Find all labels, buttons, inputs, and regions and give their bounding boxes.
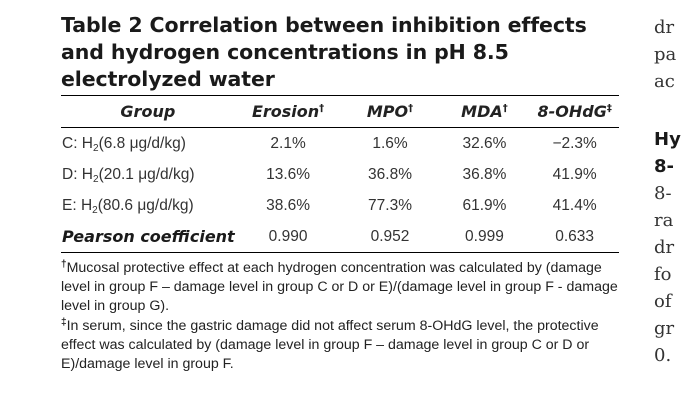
header-erosion: Erosion† xyxy=(251,102,325,121)
erosion-cell: 38.6% xyxy=(266,196,311,214)
ohdg-cell: 41.9% xyxy=(552,165,597,183)
mda-cell: 0.999 xyxy=(465,227,504,245)
ohdg-cell: 41.4% xyxy=(552,196,597,214)
body-line: dr xyxy=(654,237,675,258)
table-row: E: H2(80.6 μg/d/kg) 38.6% 77.3% 61.9% 41… xyxy=(61,190,619,221)
group-cell: D: H2(20.1 μg/d/kg) xyxy=(62,165,195,185)
body-line: fo xyxy=(654,264,672,285)
erosion-cell: 0.990 xyxy=(268,227,308,245)
header-group: Group xyxy=(120,102,176,121)
erosion-cell: 2.1% xyxy=(270,134,306,152)
body-line: pa xyxy=(654,44,677,65)
ohdg-cell: 0.633 xyxy=(555,227,595,245)
body-line: 0. xyxy=(654,345,672,366)
body-line: ra xyxy=(654,210,674,231)
section-heading-line: 8- xyxy=(654,156,674,177)
body-line: gr xyxy=(654,318,675,339)
mpo-cell: 36.8% xyxy=(368,165,412,183)
section-heading-line: Hy xyxy=(654,129,681,150)
table-caption: Table 2 Correlation between inhibition e… xyxy=(61,13,587,91)
dagger-mark: † xyxy=(319,103,325,114)
table-footnotes: †Mucosal protective effect at each hydro… xyxy=(61,259,619,374)
pearson-row: Pearson coefficient 0.990 0.952 0.999 0.… xyxy=(61,221,619,253)
body-line: dr xyxy=(654,17,675,38)
table-row: D: H2(20.1 μg/d/kg) 13.6% 36.8% 36.8% 41… xyxy=(61,159,619,190)
mpo-cell: 1.6% xyxy=(372,134,408,152)
mda-cell: 32.6% xyxy=(462,134,507,152)
double-dagger-mark: ‡ xyxy=(606,103,612,114)
header-mda: MDA† xyxy=(461,102,508,121)
dagger-mark: † xyxy=(502,103,508,114)
header-mpo: MPO† xyxy=(366,102,414,121)
table-block: Table 2 Correlation between inhibition e… xyxy=(61,12,619,375)
group-cell: C: H2(6.8 μg/d/kg) xyxy=(62,134,186,154)
footnote-dagger: †Mucosal protective effect at each hydro… xyxy=(61,259,618,315)
table-row: C: H2(6.8 μg/d/kg) 2.1% 1.6% 32.6% −2.3% xyxy=(61,128,619,160)
erosion-cell: 13.6% xyxy=(266,165,311,183)
double-dagger-mark: ‡ xyxy=(61,317,67,328)
group-cell: E: H2(80.6 μg/d/kg) xyxy=(62,196,194,216)
correlation-table: Group Erosion† MPO† MDA† 8-OHdG‡ C: H2(6… xyxy=(61,95,619,253)
body-line: ac xyxy=(654,71,675,92)
table-header-row: Group Erosion† MPO† MDA† 8-OHdG‡ xyxy=(61,95,619,128)
pearson-label: Pearson coefficient xyxy=(62,227,235,246)
mpo-cell: 0.952 xyxy=(370,227,410,245)
body-line: of xyxy=(654,291,672,312)
adjacent-column-text: dr pa ac Hy 8- 8- ra dr fo of gr 0. xyxy=(654,14,700,369)
dagger-mark: † xyxy=(61,259,67,270)
mpo-cell: 77.3% xyxy=(368,196,412,214)
body-line: 8- xyxy=(654,183,672,204)
header-8-ohdg: 8-OHdG‡ xyxy=(537,102,612,121)
mda-cell: 36.8% xyxy=(462,165,507,183)
footnote-double-dagger: ‡In serum, since the gastric damage did … xyxy=(61,317,599,373)
mda-cell: 61.9% xyxy=(462,196,507,214)
dagger-mark: † xyxy=(408,103,414,114)
ohdg-cell: −2.3% xyxy=(552,134,597,152)
